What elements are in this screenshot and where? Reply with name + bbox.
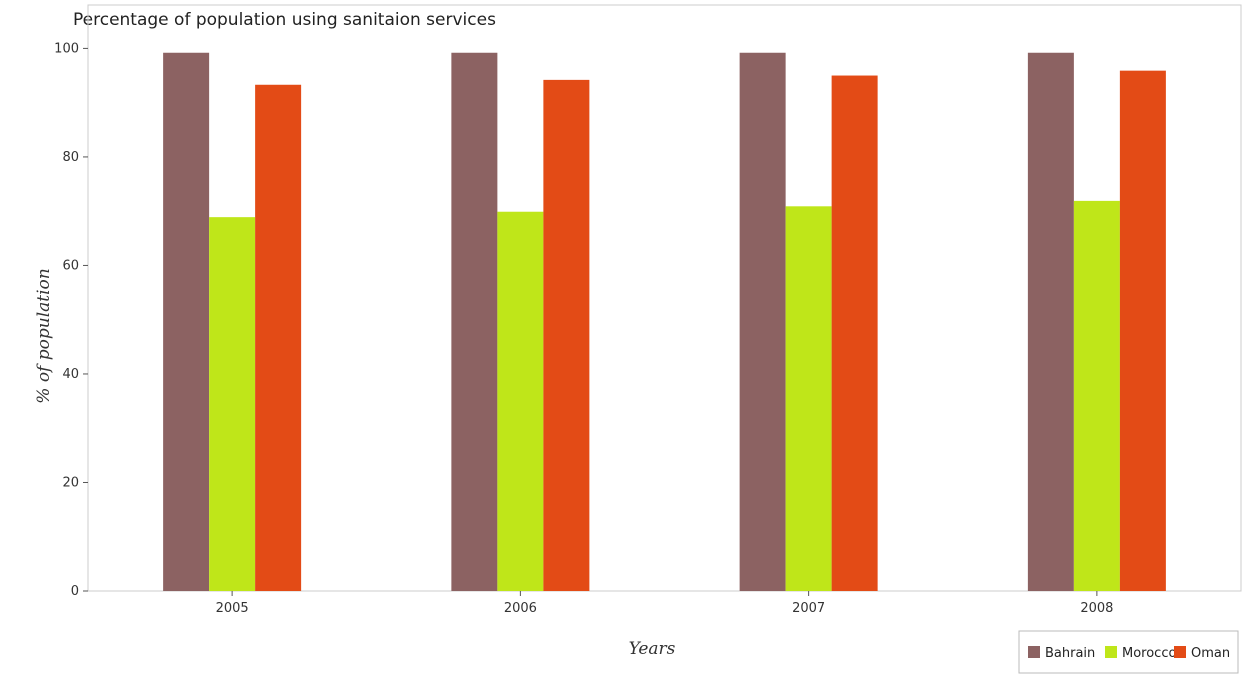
bar-bahrain-2008 (1027, 52, 1074, 591)
bar-oman-2005 (255, 84, 302, 591)
legend-swatch-oman (1174, 646, 1186, 658)
y-tick-label: 20 (62, 475, 79, 490)
x-tick-label: 2006 (504, 601, 537, 616)
y-axis-label: % of population (34, 268, 54, 403)
bar-oman-2008 (1119, 70, 1166, 592)
chart-title: Percentage of population using sanitaion… (73, 10, 496, 30)
bar-oman-2006 (543, 79, 590, 591)
x-tick-label: 2007 (792, 601, 825, 616)
bar-morocco-2005 (209, 217, 256, 592)
y-tick-label: 0 (71, 584, 79, 599)
y-tick-label: 80 (62, 150, 79, 165)
legend-frame (1018, 630, 1239, 674)
plot-area: 0 20 40 60 80 100 2005 2006 2007 2008 (54, 4, 1242, 616)
bar-bahrain-2006 (451, 52, 498, 591)
legend: Bahrain Morocco Oman (1018, 630, 1239, 674)
legend-swatch-bahrain (1028, 646, 1040, 658)
legend-label-morocco: Morocco (1122, 646, 1176, 661)
legend-label-oman: Oman (1191, 646, 1230, 661)
bar-morocco-2008 (1073, 200, 1120, 592)
bar-bahrain-2005 (163, 52, 210, 591)
y-tick-label: 40 (62, 367, 79, 382)
y-tick-label: 60 (62, 258, 79, 273)
x-tick-label: 2005 (216, 601, 249, 616)
plot-frame (87, 4, 1242, 592)
x-axis-label: Years (629, 639, 676, 659)
bar-morocco-2007 (785, 206, 832, 591)
bar-bahrain-2007 (739, 52, 786, 591)
bar-oman-2007 (831, 75, 878, 591)
bar-morocco-2006 (497, 211, 544, 591)
legend-swatch-morocco (1105, 646, 1117, 658)
x-tick-label: 2008 (1080, 601, 1113, 616)
y-tick-label: 100 (54, 41, 79, 56)
legend-label-bahrain: Bahrain (1045, 646, 1095, 661)
